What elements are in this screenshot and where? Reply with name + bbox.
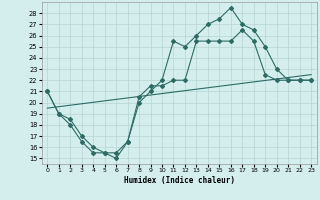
X-axis label: Humidex (Indice chaleur): Humidex (Indice chaleur) bbox=[124, 176, 235, 185]
